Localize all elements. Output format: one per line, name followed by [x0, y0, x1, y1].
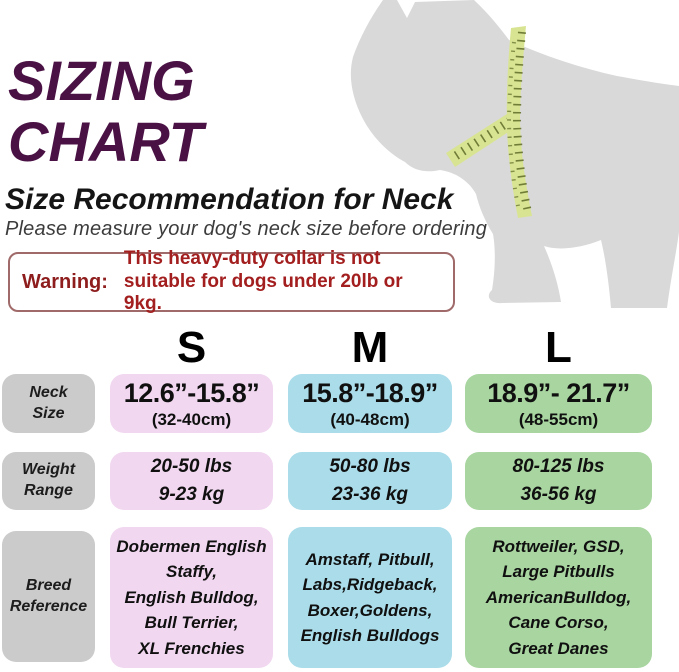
row-header-weight-range: Weight Range [2, 452, 95, 510]
cell-weight-range-l: 80-125 lbs 36-56 kg [465, 452, 652, 510]
neck-range-cm: (48-55cm) [518, 409, 599, 429]
cell-breed-reference-m: Amstaff, Pitbull, Labs,Ridgeback, Boxer,… [288, 527, 452, 668]
weight-range-value: 50-80 lbs 23-36 kg [329, 456, 411, 505]
measurement-note: Please measure your dog's neck size befo… [5, 218, 488, 240]
weight-range-value: 20-50 lbs 9-23 kg [150, 456, 233, 505]
warning-text: This heavy-duty collar is not suitable f… [123, 247, 403, 315]
warning-label: Warning: [22, 270, 108, 293]
neck-range-inches: 15.8”-18.9” [302, 377, 438, 408]
column-header-s: S [176, 323, 207, 372]
subtitle: Size Recommendation for Neck [5, 183, 454, 216]
neck-range-inches: 12.6”-15.8” [123, 377, 260, 408]
column-header-l: L [545, 323, 572, 372]
cell-neck-size-s: 12.6”-15.8” (32-40cm) [110, 374, 273, 433]
warning-box: Warning: This heavy-duty collar is not s… [8, 248, 455, 314]
neck-range-cm: (32-40cm) [151, 409, 232, 429]
weight-range-value: 80-125 lbs 36-56 kg [512, 456, 605, 505]
column-header-m: M [351, 323, 389, 372]
measuring-tape-icon [446, 26, 532, 218]
cell-neck-size-m: 15.8”-18.9” (40-48cm) [288, 374, 452, 433]
breed-list: Amstaff, Pitbull, Labs,Ridgeback, Boxer,… [300, 549, 440, 646]
page-title: SIZING CHART [8, 49, 203, 173]
row-header-label: Weight Range [21, 461, 76, 499]
cell-breed-reference-s: Dobermen English Staffy, English Bulldog… [110, 527, 273, 668]
row-header-label: Breed Reference [9, 576, 88, 615]
dog-figure [339, 0, 679, 312]
cell-breed-reference-l: Rottweiler, GSD, Large Pitbulls American… [465, 527, 652, 668]
cell-weight-range-s: 20-50 lbs 9-23 kg [110, 452, 273, 510]
breed-list: Rottweiler, GSD, Large Pitbulls American… [485, 536, 632, 658]
neck-range-cm: (40-48cm) [330, 409, 410, 429]
breed-list: Dobermen English Staffy, English Bulldog… [116, 536, 267, 658]
row-header-neck-size: Neck Size [2, 374, 95, 433]
row-header-label: Neck Size [29, 383, 68, 422]
cell-neck-size-l: 18.9”- 21.7” (48-55cm) [465, 374, 652, 433]
cell-weight-range-m: 50-80 lbs 23-36 kg [288, 452, 452, 510]
neck-range-inches: 18.9”- 21.7” [487, 377, 630, 408]
row-header-breed-reference: Breed Reference [2, 531, 95, 662]
